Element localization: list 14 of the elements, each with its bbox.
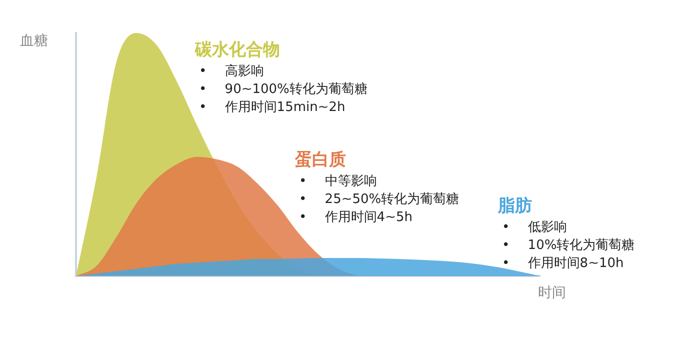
x-axis-title: 时间: [538, 284, 566, 302]
annotation: • 25~50%转化为葡萄糖: [299, 191, 460, 209]
y-axis-title: 血糖: [20, 32, 48, 50]
annotation: • 作用时间15min~2h: [199, 99, 346, 117]
annotation: • 低影响: [502, 219, 568, 237]
annotation: • 10%转化为葡萄糖: [502, 237, 635, 255]
annotation: • 90~100%转化为葡萄糖: [199, 81, 368, 99]
annotation: • 作用时间8~10h: [502, 255, 625, 273]
annotation: • 中等影响: [299, 173, 378, 191]
annotation: • 作用时间4~5h: [299, 209, 414, 227]
annotation: • 高影响: [199, 63, 265, 81]
text: 蛋白质: [295, 149, 347, 171]
text: 脂肪: [498, 195, 533, 217]
series-label: 碳水化合物: [195, 39, 281, 61]
